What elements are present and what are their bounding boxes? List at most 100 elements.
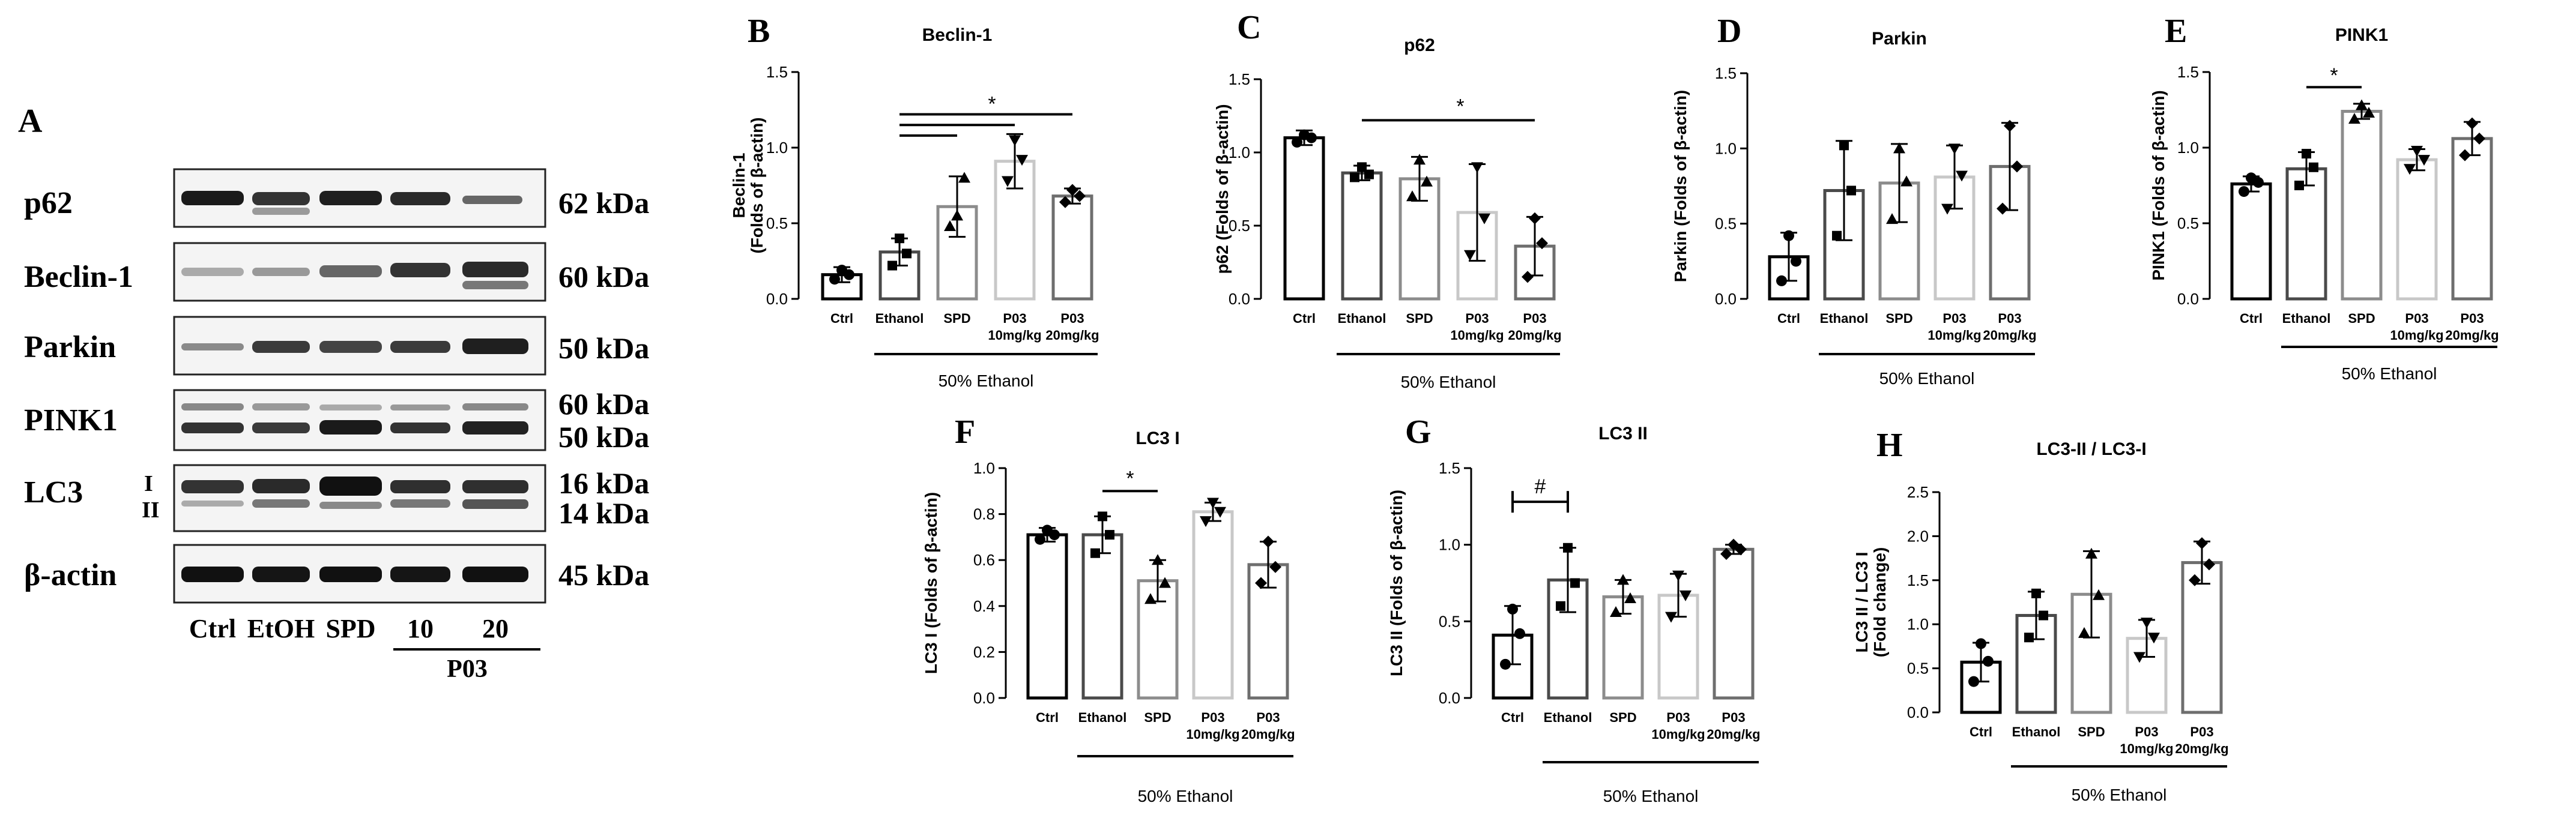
blot-label-lc3-ii: II bbox=[142, 498, 160, 523]
y-tick-label: 0.5 bbox=[1229, 217, 1250, 235]
y-tick-label: 0.0 bbox=[1715, 290, 1737, 308]
y-tick-label: 1.0 bbox=[1229, 143, 1250, 161]
data-point bbox=[1941, 203, 1953, 215]
blot-size-pink1-lower: 50 kDa bbox=[558, 420, 649, 454]
data-point bbox=[2078, 627, 2090, 638]
significance-mark: # bbox=[1535, 475, 1546, 498]
data-point bbox=[2011, 160, 2023, 173]
data-point bbox=[1500, 658, 1511, 670]
data-point bbox=[1016, 155, 1028, 166]
data-point bbox=[1364, 169, 1374, 179]
data-point bbox=[1269, 561, 1281, 573]
bar bbox=[2341, 110, 2383, 301]
y-tick-label: 1.0 bbox=[766, 139, 788, 157]
x-tick-label: 10mg/kg bbox=[2120, 741, 2173, 756]
blot-label-p62: p62 bbox=[24, 186, 73, 220]
panel-letter-f: F bbox=[955, 413, 975, 451]
y-axis-label: LC3 I (Folds of β-actin) bbox=[922, 492, 940, 674]
x-tick-label: SPD bbox=[1406, 311, 1433, 326]
y-axis-label: Beclin-1 bbox=[730, 153, 748, 218]
data-point bbox=[1522, 271, 1534, 283]
data-point bbox=[1200, 516, 1212, 528]
x-tick-label: P03 bbox=[1943, 311, 1966, 326]
x-tick-label: P03 bbox=[1722, 710, 1745, 725]
data-point bbox=[1617, 574, 1629, 585]
y-axis-label: (Fold change) bbox=[1870, 547, 1889, 658]
data-point bbox=[1255, 577, 1267, 589]
blot-label-pink1: PINK1 bbox=[24, 403, 118, 438]
data-point bbox=[1832, 230, 1842, 241]
group-label: 50% Ethanol bbox=[2342, 364, 2437, 383]
blot-label-beclin1: Beclin-1 bbox=[24, 260, 133, 294]
group-label: 50% Ethanol bbox=[1401, 373, 1496, 391]
data-point bbox=[1783, 230, 1794, 241]
blot-size-lc3-upper: 16 kDa bbox=[558, 466, 649, 500]
data-point bbox=[829, 274, 840, 285]
x-tick-label: Ethanol bbox=[1078, 710, 1127, 725]
data-point bbox=[1159, 577, 1171, 588]
bar bbox=[1051, 194, 1093, 301]
x-tick-label: Ctrl bbox=[1501, 710, 1524, 725]
chart-title: Beclin-1 bbox=[922, 25, 993, 45]
data-point bbox=[1665, 612, 1677, 623]
blot-size-parkin: 50 kDa bbox=[558, 331, 649, 365]
blot-label-parkin: Parkin bbox=[24, 330, 116, 364]
y-tick-label: 0.8 bbox=[973, 505, 995, 523]
chart-title: LC3-II / LC3-I bbox=[2036, 439, 2146, 459]
y-tick-label: 0.0 bbox=[766, 290, 788, 308]
data-point bbox=[1207, 498, 1219, 509]
data-point bbox=[2411, 146, 2423, 157]
data-point bbox=[844, 269, 854, 280]
panel-letter-e: E bbox=[2165, 13, 2187, 50]
chart-title: LC3 I bbox=[1135, 429, 1179, 448]
y-tick-label: 0.4 bbox=[973, 597, 995, 615]
x-tick-label: P03 bbox=[1998, 311, 2021, 326]
x-tick-label: SPD bbox=[1885, 311, 1912, 326]
y-tick-label: 1.0 bbox=[1439, 536, 1460, 554]
x-tick-label: Ethanol bbox=[1544, 710, 1592, 725]
panel-letter-g: G bbox=[1405, 413, 1432, 451]
bar bbox=[1081, 533, 1123, 700]
y-tick-label: 0.0 bbox=[1229, 290, 1250, 308]
x-tick-label: P03 bbox=[1256, 710, 1280, 725]
data-point bbox=[1292, 136, 1302, 148]
y-tick-label: 1.5 bbox=[766, 63, 788, 81]
data-point bbox=[1105, 530, 1114, 540]
data-point bbox=[1350, 172, 1359, 182]
x-tick-label: Ctrl bbox=[830, 311, 853, 326]
data-point bbox=[1144, 593, 1156, 604]
x-tick-label: P03 bbox=[1060, 311, 1084, 326]
data-point bbox=[1306, 132, 1317, 143]
significance-mark: * bbox=[1126, 467, 1134, 490]
data-point bbox=[1624, 592, 1636, 604]
x-tick-label: Ctrl bbox=[1036, 710, 1059, 725]
data-point bbox=[1421, 175, 1433, 187]
y-tick-label: 0.0 bbox=[2177, 290, 2199, 308]
data-point bbox=[1478, 213, 1490, 224]
data-point bbox=[902, 248, 912, 259]
data-point bbox=[2141, 618, 2153, 629]
x-tick-label: SPD bbox=[1144, 710, 1171, 725]
y-tick-label: 0.5 bbox=[766, 214, 788, 232]
x-tick-label: Ethanol bbox=[1820, 311, 1869, 326]
data-point bbox=[895, 233, 904, 244]
blot-label-lc3-i: I bbox=[144, 471, 153, 496]
lane-group-label: P03 bbox=[447, 655, 488, 683]
lane-label-ctrl: Ctrl bbox=[189, 614, 236, 643]
lane-label-spd: SPD bbox=[325, 614, 375, 643]
group-label: 50% Ethanol bbox=[1603, 787, 1699, 805]
data-point bbox=[2459, 149, 2471, 161]
data-point bbox=[1262, 535, 1274, 548]
chart-title: LC3 II bbox=[1598, 424, 1648, 444]
x-tick-label: P03 bbox=[2190, 724, 2213, 739]
data-point bbox=[2404, 164, 2416, 175]
x-tick-label: P03 bbox=[1666, 710, 1690, 725]
x-tick-label: P03 bbox=[1523, 311, 1546, 326]
panel-letter-d: D bbox=[1717, 13, 1741, 50]
data-point bbox=[887, 260, 897, 271]
x-tick-label: SPD bbox=[2078, 724, 2105, 739]
lane-label-p03-10: 10 bbox=[407, 614, 434, 643]
x-tick-label: P03 bbox=[1465, 311, 1489, 326]
x-tick-label: 20mg/kg bbox=[1045, 328, 1099, 343]
